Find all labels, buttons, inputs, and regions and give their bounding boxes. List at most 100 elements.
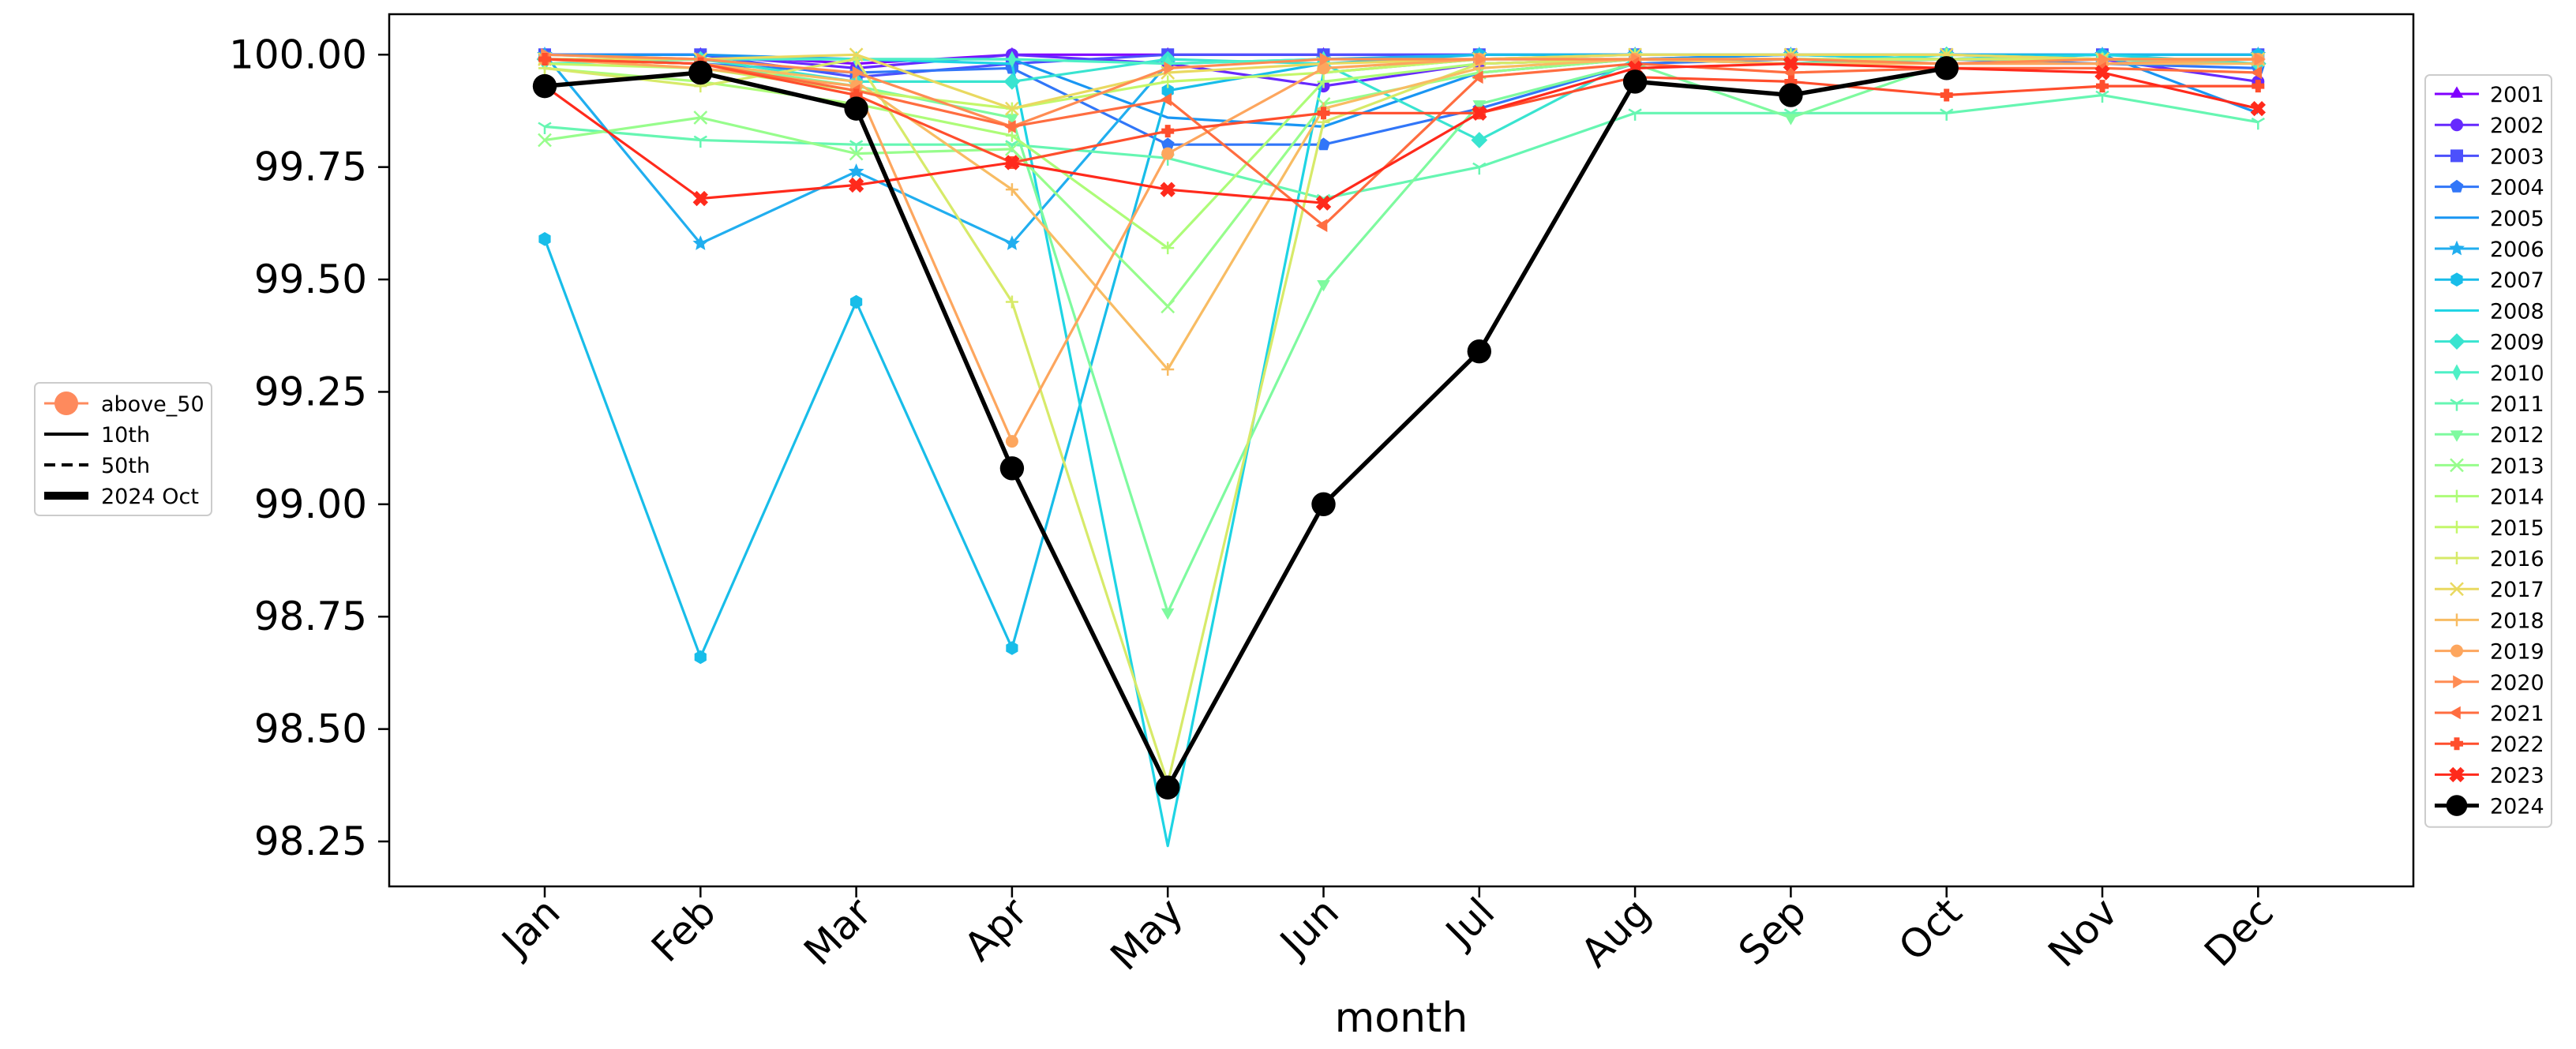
data-point bbox=[849, 140, 864, 152]
data-point bbox=[2448, 333, 2465, 350]
data-point bbox=[1005, 295, 1018, 309]
x-tick-label: Oct bbox=[1890, 889, 1970, 969]
data-point bbox=[1783, 55, 1799, 72]
x-tick-label: Jun bbox=[1270, 889, 1348, 966]
data-point bbox=[1161, 362, 1175, 376]
x-axis-title: month bbox=[1335, 995, 1468, 1042]
y-tick-label: 98.50 bbox=[254, 706, 367, 752]
data-point bbox=[844, 96, 868, 121]
data-point bbox=[2450, 737, 2463, 751]
legend-item-2009: 2009 bbox=[2435, 331, 2544, 355]
data-point bbox=[2450, 272, 2463, 287]
legend-label: 2021 bbox=[2490, 702, 2544, 726]
data-point bbox=[1934, 56, 1959, 81]
y-tick-label: 99.25 bbox=[254, 369, 367, 414]
data-point bbox=[2450, 179, 2464, 193]
legend-label: 2013 bbox=[2490, 454, 2544, 478]
y-tick-label: 98.75 bbox=[254, 594, 367, 639]
series-2024 bbox=[532, 56, 1959, 800]
data-point bbox=[2450, 149, 2463, 163]
data-point bbox=[2449, 240, 2465, 256]
legend-item-2024: 2024 bbox=[2435, 795, 2544, 819]
data-point bbox=[1160, 92, 1172, 107]
x-tick-label: Jul bbox=[1435, 889, 1503, 957]
series-line bbox=[544, 66, 1948, 790]
data-point bbox=[2450, 644, 2463, 657]
plot-frame bbox=[388, 13, 2415, 888]
data-point bbox=[2449, 766, 2465, 783]
legend-label: 2022 bbox=[2490, 732, 2544, 757]
legend-item-2002: 2002 bbox=[2435, 114, 2544, 138]
x-tick-label: Nov bbox=[2039, 889, 2126, 976]
data-point bbox=[2450, 458, 2464, 473]
data-point bbox=[1005, 141, 1019, 156]
data-point bbox=[1475, 52, 1487, 66]
data-point bbox=[1315, 195, 1332, 211]
plot-area bbox=[388, 13, 2415, 888]
legend-label: 2008 bbox=[2490, 299, 2544, 324]
data-point bbox=[1005, 435, 1018, 448]
data-point bbox=[1940, 108, 1954, 121]
data-point bbox=[2252, 80, 2265, 93]
data-point bbox=[2452, 364, 2462, 381]
legend-item-2021: 2021 bbox=[2435, 702, 2544, 726]
data-point bbox=[1472, 105, 1487, 121]
legend-frame bbox=[34, 382, 212, 516]
series-2011 bbox=[538, 90, 2265, 207]
legend-label: 2012 bbox=[2490, 423, 2544, 448]
legend-label: 2011 bbox=[2490, 392, 2544, 417]
data-point bbox=[1007, 51, 1017, 68]
legend-label: 2018 bbox=[2490, 609, 2544, 633]
data-point bbox=[849, 146, 864, 161]
data-point bbox=[2450, 118, 2463, 132]
data-point bbox=[2446, 795, 2468, 816]
data-point bbox=[693, 111, 708, 125]
data-point bbox=[538, 232, 551, 246]
series-line bbox=[545, 53, 2259, 111]
series-line bbox=[544, 53, 2259, 128]
data-point bbox=[2096, 80, 2109, 93]
legend-label: 2024 bbox=[2490, 795, 2544, 819]
legend-item-2015: 2015 bbox=[2435, 516, 2544, 541]
legend-item-2018: 2018 bbox=[2435, 609, 2544, 633]
data-point bbox=[1622, 69, 1648, 94]
data-point bbox=[1317, 280, 1330, 292]
data-point bbox=[1940, 88, 1953, 102]
series-layer bbox=[532, 46, 2267, 848]
data-point bbox=[2450, 613, 2463, 627]
legend-item-2017: 2017 bbox=[2435, 578, 2544, 602]
data-point bbox=[1005, 101, 1019, 116]
x-tick-label: Feb bbox=[643, 889, 725, 971]
legend-item-2001: 2001 bbox=[2435, 83, 2544, 107]
legend-item-50th: 50th bbox=[44, 454, 150, 478]
data-point bbox=[850, 294, 863, 309]
data-point bbox=[688, 60, 713, 85]
data-point bbox=[2450, 489, 2463, 503]
data-point bbox=[1319, 52, 1332, 66]
data-point bbox=[1472, 100, 1487, 112]
data-point bbox=[538, 52, 551, 66]
x-tick-label: Mar bbox=[795, 889, 880, 974]
data-point bbox=[848, 177, 864, 193]
x-tick-label: Apr bbox=[955, 889, 1036, 969]
data-point bbox=[1005, 183, 1018, 197]
data-point bbox=[692, 190, 708, 207]
data-point bbox=[693, 135, 707, 148]
legend-item-2013: 2013 bbox=[2435, 454, 2544, 478]
legend-label: 2019 bbox=[2490, 640, 2544, 665]
data-point bbox=[1004, 155, 1020, 170]
legend-item-2020: 2020 bbox=[2435, 671, 2544, 695]
percentile-legend: above_50 10th 50th 2024 Oct bbox=[34, 382, 212, 516]
series-legend: 2001 2002 2003 2004 2005 2006 2007 2008 2009 2010… bbox=[2424, 74, 2552, 828]
data-point bbox=[1161, 147, 1175, 160]
legend-label: 2001 bbox=[2490, 83, 2544, 107]
data-point bbox=[1161, 75, 1175, 88]
data-point bbox=[1161, 608, 1175, 620]
legend-marker bbox=[54, 392, 78, 415]
data-point bbox=[1161, 299, 1176, 314]
legend-item-2023: 2023 bbox=[2435, 763, 2544, 788]
data-point bbox=[2250, 66, 2263, 80]
data-point bbox=[2450, 430, 2464, 442]
legend-label: 2002 bbox=[2490, 114, 2544, 138]
